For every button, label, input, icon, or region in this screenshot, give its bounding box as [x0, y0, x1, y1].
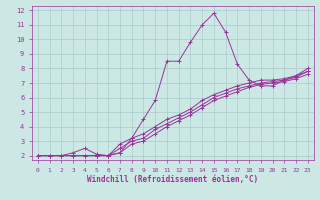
X-axis label: Windchill (Refroidissement éolien,°C): Windchill (Refroidissement éolien,°C) [87, 175, 258, 184]
